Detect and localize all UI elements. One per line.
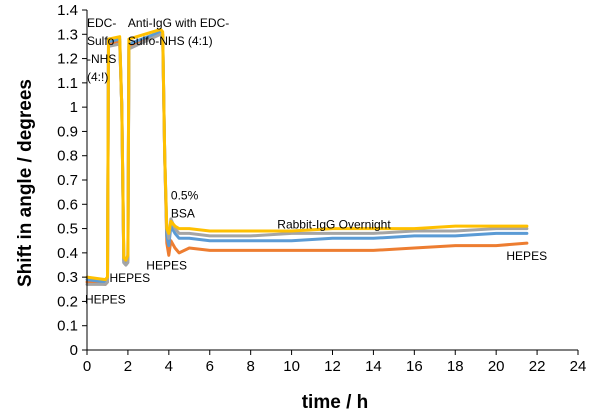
y-tick-label: 0.2	[57, 293, 78, 310]
annotation-6-line-2: BSA	[171, 206, 195, 220]
y-tick-label: 0.7	[57, 172, 78, 189]
annotation-1-line-1: EDC-	[87, 16, 116, 30]
y-axis-title: Shift in angle / degrees	[15, 79, 36, 287]
x-axis-title: time / h	[302, 392, 369, 413]
x-tick-label: 24	[570, 358, 587, 375]
y-tick-label: 1.2	[57, 51, 78, 68]
y-tick-label: 1.4	[57, 2, 78, 19]
y-tick-label: 1.3	[57, 26, 78, 43]
annotation-6-line-1: 0.5%	[171, 188, 199, 202]
x-tick-label: 10	[283, 358, 300, 375]
y-tick-label: 0.4	[57, 245, 78, 262]
y-tick-label: 0.3	[57, 269, 78, 286]
y-tick-label: 0.6	[57, 196, 78, 213]
x-tick-label: 14	[365, 358, 382, 375]
x-tick-label: 8	[246, 358, 254, 375]
x-tick-label: 16	[406, 358, 423, 375]
annotation-layer: EDC- Sulfo -NHS (4:!) Anti-IgG with EDC- Sulf…	[85, 16, 547, 307]
annotation-3-line-1: HEPES	[85, 293, 126, 307]
annotation-1-line-4: (4:!)	[87, 70, 108, 84]
annotation-5-line-1: HEPES	[146, 259, 187, 273]
annotation-7-line-1: Rabbit-IgG Overnight	[277, 217, 391, 231]
x-tick-label: 0	[83, 358, 91, 375]
x-tick-label: 22	[529, 358, 546, 375]
annotation-2-line-1: Anti-IgG with EDC-	[128, 16, 229, 30]
x-tick-label: 4	[165, 358, 173, 375]
y-tick-label: 0.8	[57, 148, 78, 165]
x-tick-label: 2	[124, 358, 132, 375]
annotation-2-line-2: Sulfo-NHS (4:1)	[128, 34, 213, 48]
series-line-4	[85, 27, 529, 282]
x-tick-label: 6	[206, 358, 214, 375]
y-tick-label: 0.1	[57, 318, 78, 335]
annotation-4-line-1: HEPES	[110, 271, 151, 285]
x-tick-label: 20	[488, 358, 505, 375]
annotation-1-line-2: Sulfo	[87, 34, 115, 48]
x-tick-label: 18	[447, 358, 464, 375]
y-tick-label: 1.1	[57, 75, 78, 92]
x-tick-label: 12	[324, 358, 341, 375]
y-tick-label: 0	[70, 342, 78, 359]
axes-layer: 0 2 4 6 8 10 12 14 16 18 20 22 2400.10.20.30.40.50.6…	[57, 2, 586, 375]
y-tick-label: 1	[70, 99, 78, 116]
annotation-8-line-1: HEPES	[506, 249, 547, 263]
y-tick-label: 0.5	[57, 221, 78, 238]
series-layer	[85, 27, 529, 286]
y-tick-label: 0.9	[57, 123, 78, 140]
series-line-1	[85, 30, 529, 286]
annotation-1-line-3: -NHS	[87, 52, 116, 66]
